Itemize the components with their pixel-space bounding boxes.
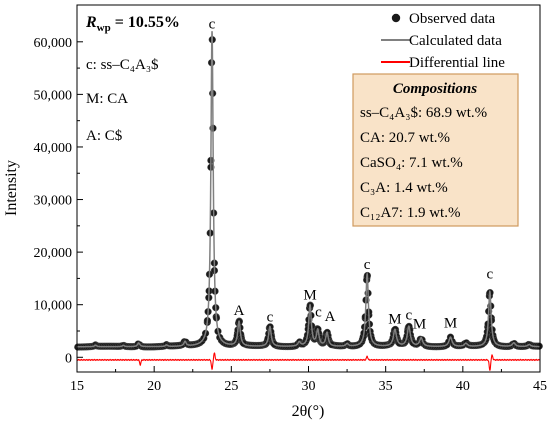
y-tick-label: 60,000	[34, 36, 73, 51]
legend-observed-marker	[391, 13, 401, 23]
peak-label: A	[234, 303, 245, 319]
phase-key-c: c: ss–C₄A₃$	[86, 57, 159, 73]
compositions-background	[352, 73, 519, 227]
peak-label: c	[315, 304, 322, 320]
composition-item-c12a7: C₁₂A7: 1.9 wt.%	[360, 205, 460, 221]
peak-label: c	[364, 257, 371, 273]
composition-item-c3a: C₃A: 1.4 wt.%	[360, 180, 448, 196]
rwp-value: = 10.55%	[115, 14, 180, 31]
phase-key-m: M: CA	[86, 91, 128, 107]
peak-labels: cA cMc AcM cM Mc	[209, 17, 494, 333]
rwp-label: Rwp = 10.55%	[85, 14, 180, 34]
composition-item-c4a3s: ss–C₄A₃$: 68.9 wt.%	[360, 105, 487, 121]
peak-label: A	[325, 309, 336, 325]
legend-differential-label: Differential line	[409, 55, 505, 71]
phase-key-a: A: C$	[86, 128, 123, 144]
y-tick-label: 20,000	[34, 246, 73, 261]
y-tick-label: 0	[65, 351, 72, 366]
composition-item-ca: CA: 20.7 wt.%	[360, 130, 450, 146]
peak-label: M	[388, 312, 401, 328]
legend-observed-label: Observed data	[409, 11, 496, 27]
peak-label: M	[303, 287, 316, 303]
y-axis-label: Intensity	[3, 160, 20, 216]
x-tick-label: 45	[533, 379, 547, 394]
compositions-title: Compositions	[393, 81, 477, 97]
legend-observed: Observed data	[391, 11, 496, 27]
rwp-subscript: wp	[97, 22, 111, 34]
peak-label: c	[209, 17, 216, 33]
plot-frame	[76, 4, 541, 373]
x-tick-label: 15	[70, 379, 84, 394]
y-tick-label: 40,000	[34, 141, 73, 156]
y-tick-label: 10,000	[34, 299, 73, 314]
x-tick-label: 25	[224, 379, 238, 394]
peak-label: c	[267, 310, 274, 326]
y-tick-label: 50,000	[34, 88, 73, 103]
peak-label: M	[413, 316, 426, 332]
x-tick-labels: 15 20 25 30 35 40 45	[70, 379, 547, 394]
x-tick-label: 30	[302, 379, 316, 394]
series-layer	[74, 31, 543, 371]
rwp-symbol: R	[85, 14, 97, 31]
x-tick-label: 40	[456, 379, 470, 394]
x-tick-label: 20	[147, 379, 161, 394]
compositions-box: Compositions ss–C₄A₃$: 68.9 wt.% CA: 20.…	[352, 73, 519, 227]
peak-label: c	[486, 266, 493, 282]
y-tick-label: 30,000	[34, 194, 73, 209]
legend-calculated: Calculated data	[381, 33, 502, 49]
legend: Observed data Calculated data Differenti…	[381, 11, 505, 71]
legend-differential: Differential line	[381, 55, 505, 71]
peak-label: M	[444, 315, 457, 331]
x-tick-label: 35	[379, 379, 393, 394]
composition-item-caso4: CaSO₄: 7.1 wt.%	[360, 155, 463, 171]
y-tick-labels: 0 10,000 20,000 30,000 40,000 50,000 60,000	[34, 36, 73, 366]
legend-calculated-label: Calculated data	[409, 33, 502, 49]
peak-label: c	[405, 307, 412, 323]
differential-line	[76, 352, 541, 371]
x-axis-label: 2θ(°)	[292, 403, 325, 420]
calculated-line	[77, 31, 540, 348]
